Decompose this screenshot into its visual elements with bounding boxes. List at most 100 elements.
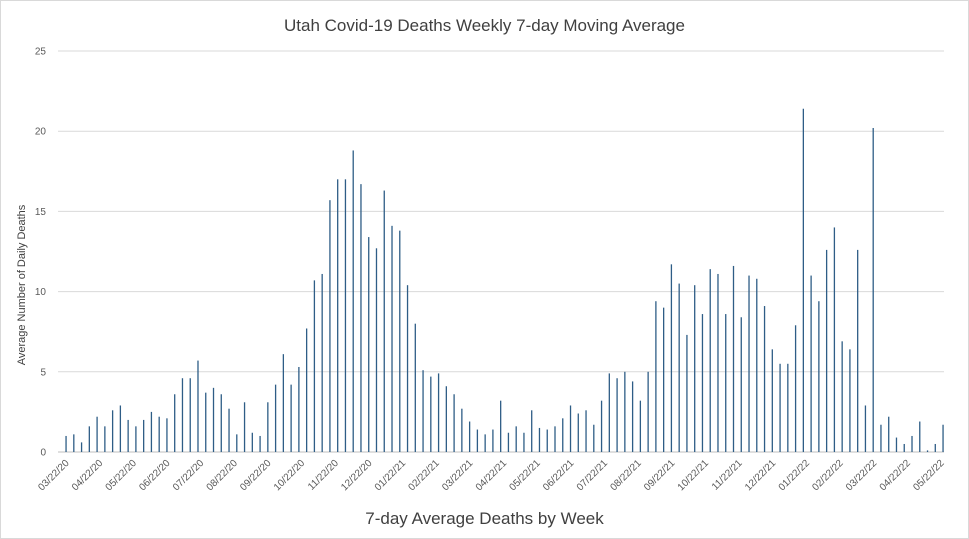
bar <box>391 225 393 452</box>
y-tick-label: 0 <box>40 448 46 459</box>
bar <box>678 283 680 452</box>
x-tick-label: 01/22/21 <box>373 458 409 494</box>
bar <box>236 434 238 452</box>
bar <box>841 341 843 452</box>
bar <box>251 432 253 452</box>
x-tick-label: 02/22/21 <box>407 458 443 494</box>
bar <box>484 434 486 452</box>
bar <box>290 384 292 452</box>
bar <box>670 264 673 452</box>
bar <box>461 408 463 452</box>
bar <box>554 426 556 452</box>
bar <box>282 354 285 452</box>
x-tick-label: 11/22/20 <box>306 458 341 493</box>
bar <box>569 405 572 452</box>
bar <box>694 285 696 452</box>
bar <box>631 381 634 452</box>
bar <box>500 400 502 452</box>
bar <box>430 376 432 452</box>
bar <box>313 280 316 452</box>
bar <box>73 434 75 452</box>
bar <box>655 301 657 452</box>
x-tick-labels: 03/22/2004/22/2005/22/2006/22/2007/22/20… <box>36 458 947 494</box>
bar <box>857 249 859 452</box>
x-tick-label: 10/22/20 <box>272 458 308 494</box>
x-tick-label: 10/22/21 <box>676 458 712 494</box>
x-tick-label: 04/22/22 <box>878 458 914 494</box>
bar <box>150 411 153 452</box>
bar <box>926 450 929 452</box>
bar <box>337 179 339 452</box>
bar <box>880 424 882 452</box>
bar <box>919 421 921 452</box>
bar <box>445 386 447 452</box>
x-tick-label: 06/22/21 <box>541 458 577 494</box>
x-tick-label: 09/22/21 <box>642 458 678 494</box>
bar <box>616 378 618 452</box>
bar <box>810 275 812 452</box>
bar <box>383 190 385 453</box>
y-tick-label: 25 <box>35 47 47 58</box>
bar <box>453 394 455 452</box>
bar <box>212 387 215 452</box>
bar <box>717 273 719 452</box>
bar <box>608 373 610 452</box>
x-tick-label: 12/22/21 <box>743 458 779 494</box>
bar <box>888 416 890 452</box>
bar <box>135 426 137 452</box>
bar <box>895 437 898 452</box>
x-tick-label: 03/22/21 <box>440 458 476 494</box>
bar <box>65 435 67 452</box>
bar <box>228 408 230 452</box>
x-tick-label: 07/22/21 <box>575 458 611 494</box>
bar <box>763 306 766 452</box>
bar <box>507 432 510 452</box>
bar <box>663 307 665 452</box>
gridlines <box>58 50 944 453</box>
y-tick-label: 15 <box>35 207 47 218</box>
bar <box>624 371 626 452</box>
bar <box>864 405 867 452</box>
x-tick-label: 06/22/20 <box>137 458 173 494</box>
bar <box>546 429 548 452</box>
bar <box>181 378 184 452</box>
x-tick-label: 02/22/22 <box>810 458 846 494</box>
bar <box>166 418 168 452</box>
bar <box>794 325 797 452</box>
bar <box>399 230 401 452</box>
bar-series <box>65 108 944 453</box>
bar <box>748 275 750 452</box>
bar <box>787 363 789 452</box>
bar <box>243 402 246 452</box>
y-tick-labels: 0 5 10 15 20 25 <box>35 47 47 459</box>
x-tick-label: 12/22/20 <box>339 458 375 494</box>
y-tick-label: 20 <box>35 127 47 138</box>
bar <box>321 273 323 452</box>
bar <box>903 443 905 452</box>
x-tick-label: 05/22/22 <box>911 458 947 494</box>
bar <box>414 323 416 452</box>
bar <box>352 150 354 452</box>
bar <box>80 442 83 452</box>
bar <box>872 127 874 453</box>
x-tick-label: 04/22/20 <box>70 458 106 494</box>
bar <box>942 424 944 452</box>
x-tick-label: 03/22/20 <box>36 458 72 494</box>
bar <box>205 392 207 452</box>
bar <box>119 405 122 452</box>
bar <box>647 371 649 452</box>
x-tick-label: 11/22/21 <box>710 458 745 493</box>
x-axis-title: 7-day Average Deaths by Week <box>365 509 604 528</box>
bar <box>104 426 106 452</box>
bar <box>189 378 191 452</box>
bar <box>406 285 409 452</box>
bar <box>360 184 362 452</box>
bar <box>143 419 145 452</box>
bar <box>375 248 378 452</box>
bar <box>158 416 160 452</box>
bar <box>756 278 758 452</box>
x-tick-label: 01/22/22 <box>777 458 813 494</box>
x-tick-label: 09/22/20 <box>238 458 274 494</box>
x-tick-label: 07/22/20 <box>171 458 207 494</box>
